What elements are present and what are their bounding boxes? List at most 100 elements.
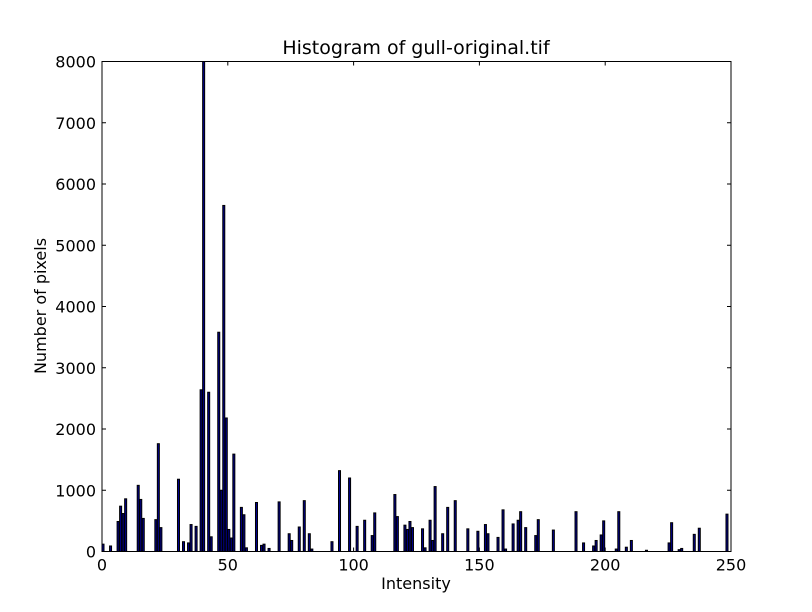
histogram-bar <box>239 506 243 552</box>
y-tick-label: 0 <box>86 543 96 562</box>
histogram-bar <box>466 528 470 553</box>
x-tick-label: 150 <box>464 556 495 575</box>
histogram-bar <box>307 533 311 552</box>
histogram-bar <box>297 526 301 552</box>
y-axis: 0 1000 2000 3000 4000 5000 6000 7000 8000 <box>55 53 731 562</box>
histogram-bar <box>536 519 540 553</box>
histogram-bar <box>176 478 180 553</box>
histogram-bar <box>534 535 538 553</box>
histogram-bar <box>511 523 515 553</box>
histogram-bar <box>486 533 490 552</box>
histogram-bar <box>141 517 145 552</box>
histogram-bar <box>217 331 221 553</box>
histogram-bar <box>599 534 603 553</box>
histogram-bar <box>453 500 457 553</box>
histogram-bar <box>277 501 281 553</box>
histogram-bar <box>189 524 193 552</box>
x-tick-label: 50 <box>218 556 238 575</box>
histogram-bar <box>116 520 120 552</box>
histogram-bar <box>421 528 425 553</box>
histogram-bar <box>338 470 342 552</box>
histogram-bar <box>202 61 206 552</box>
histogram-bar <box>524 527 528 552</box>
y-tick-label: 3000 <box>55 359 96 378</box>
histogram-bar <box>519 511 523 553</box>
histogram-bar <box>441 533 445 552</box>
histogram-bar <box>154 519 158 553</box>
histogram-bar <box>363 519 367 553</box>
x-tick-label: 250 <box>716 556 747 575</box>
histogram-bar <box>431 539 435 552</box>
histogram-bar <box>290 539 294 552</box>
histogram-bar <box>348 477 352 552</box>
histogram-bar <box>159 527 163 552</box>
histogram-bar <box>725 513 729 553</box>
histogram-bar <box>551 529 555 552</box>
histogram-bar <box>594 539 598 552</box>
histogram-bar <box>423 547 427 553</box>
histogram-bar <box>483 524 487 552</box>
histogram-bar <box>395 516 399 553</box>
x-tick-label: 200 <box>590 556 621 575</box>
histogram-bar <box>370 535 374 553</box>
histogram-bar <box>355 525 359 553</box>
histogram-bar <box>582 542 586 552</box>
y-tick-label: 2000 <box>55 420 96 439</box>
histogram-bar <box>692 533 696 552</box>
histogram-bar <box>222 204 226 552</box>
histogram-bar <box>262 543 266 553</box>
histogram-bar <box>207 391 211 552</box>
histogram-bar <box>260 544 264 553</box>
histogram-bar <box>229 537 233 553</box>
histogram-bar <box>373 512 377 552</box>
histogram-bar <box>124 498 128 553</box>
histogram-bar <box>408 520 412 552</box>
x-axis-label: Intensity <box>381 574 451 593</box>
histogram-bar <box>194 525 198 553</box>
histogram-bar <box>428 519 432 553</box>
y-tick-label: 6000 <box>55 175 96 194</box>
histogram-bar <box>242 514 246 552</box>
histogram-bar <box>224 417 228 553</box>
histogram-bar <box>219 489 223 552</box>
histogram-bar <box>602 520 606 553</box>
histogram-bar <box>433 486 437 553</box>
histogram-bar <box>410 527 414 552</box>
y-tick-label: 5000 <box>55 236 96 255</box>
histogram-bar <box>393 494 397 553</box>
histogram-bar <box>667 542 671 552</box>
histogram-bar <box>119 505 123 552</box>
histogram-bar <box>617 511 621 553</box>
histogram-bar <box>405 528 409 553</box>
y-tick-label: 8000 <box>55 53 96 72</box>
histogram-bar <box>121 513 125 553</box>
histogram-bar <box>136 484 140 553</box>
histogram-bar <box>403 524 407 552</box>
histogram-bar <box>199 389 203 552</box>
histogram-bar <box>501 509 505 553</box>
histogram-bar <box>209 536 213 552</box>
histogram-bar <box>109 545 113 552</box>
y-axis-label: Number of pixels <box>31 238 50 374</box>
histogram-bar <box>446 506 450 552</box>
histogram-bar <box>156 443 160 553</box>
histogram-bar <box>476 530 480 552</box>
histogram-bar <box>287 533 291 552</box>
histogram-bar <box>330 541 334 553</box>
histogram-bar <box>624 546 628 553</box>
histogram-bar <box>496 536 500 552</box>
histogram-bar <box>670 522 674 553</box>
histogram-bar <box>629 539 633 552</box>
y-tick-label: 1000 <box>55 481 96 500</box>
histogram-bar <box>244 547 248 553</box>
y-tick-label: 7000 <box>55 114 96 133</box>
histogram-bar <box>302 500 306 553</box>
histogram-bar <box>574 511 578 553</box>
y-tick-label: 4000 <box>55 298 96 317</box>
histogram-bar <box>516 519 520 553</box>
histogram-bar <box>697 527 701 552</box>
histogram-bar <box>254 502 258 552</box>
x-tick-label: 0 <box>97 556 107 575</box>
